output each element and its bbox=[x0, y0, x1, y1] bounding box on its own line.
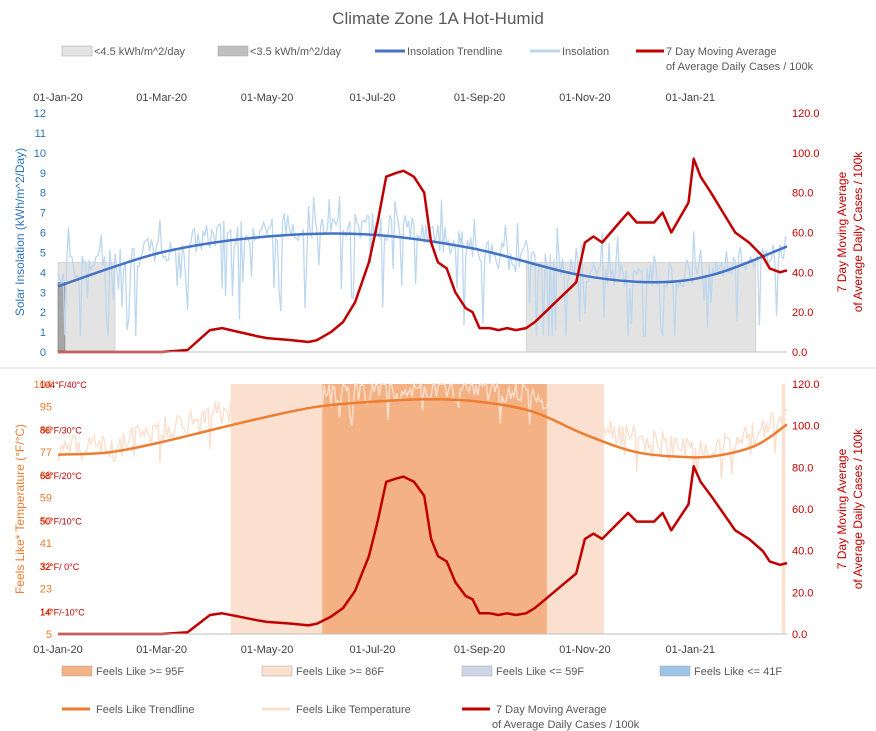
legend-b-label-5: Feels Like Temperature bbox=[296, 704, 411, 716]
y2-tick-bottom-2: 40.0 bbox=[792, 546, 813, 558]
legend-label-1: <3.5 kWh/m^2/day bbox=[250, 46, 342, 58]
x-tick-top-4: 01-Sep-20 bbox=[454, 92, 505, 104]
y-tick-bottom-6: 59 bbox=[40, 493, 52, 505]
legend-b-label-4: Feels Like Trendline bbox=[96, 704, 194, 716]
y-celsius-label-5: 14°F/-10°C bbox=[40, 607, 85, 617]
y2-tick-bottom-6: 120.0 bbox=[792, 379, 820, 391]
x-tick-top-5: 01-Nov-20 bbox=[559, 92, 610, 104]
legend-b-label-0: Feels Like >= 95F bbox=[96, 666, 184, 678]
insolation-series bbox=[57, 196, 788, 337]
legend-b-swatch-1 bbox=[261, 665, 293, 677]
y-tick-top-9: 9 bbox=[40, 168, 46, 180]
region-ge95-0 bbox=[322, 384, 547, 634]
feels-like-trendline bbox=[57, 397, 788, 459]
chart-title: Climate Zone 1A Hot-Humid bbox=[332, 9, 544, 28]
y2-tick-bottom-0: 0.0 bbox=[792, 629, 807, 641]
y-celsius-label-4: 32°F/ 0°C bbox=[40, 562, 80, 572]
x-tick-top-2: 01-May-20 bbox=[241, 92, 294, 104]
x-tick-bottom-5: 01-Nov-20 bbox=[559, 644, 610, 656]
legend-b-swatch-3 bbox=[659, 665, 691, 677]
x-tick-bottom-6: 01-Jan-21 bbox=[665, 644, 715, 656]
y2-axis-title-bottom-1: 7 Day Moving Average bbox=[835, 448, 849, 569]
y-tick-top-3: 3 bbox=[40, 287, 46, 299]
y-tick-bottom-3: 32 bbox=[40, 561, 52, 573]
x-tick-bottom-4: 01-Sep-20 bbox=[454, 644, 505, 656]
y-axis-title-top: Solar Insolation (kWh/m^2/Day) bbox=[13, 148, 27, 316]
x-tick-top-0: 01-Jan-20 bbox=[33, 92, 83, 104]
y-tick-top-0: 0 bbox=[40, 347, 46, 359]
y2-tick-top-6: 120.0 bbox=[792, 108, 820, 120]
y-celsius-label-0: 104°F/40°C bbox=[40, 380, 87, 390]
y-tick-top-5: 5 bbox=[40, 247, 46, 259]
y-tick-bottom-1: 14 bbox=[40, 606, 52, 618]
y-tick-bottom-11: 104 bbox=[34, 379, 52, 391]
legend-b-label-1: Feels Like >= 86F bbox=[296, 666, 384, 678]
y-celsius-label-2: 68°F/20°C bbox=[40, 471, 82, 481]
x-tick-bottom-1: 01-Mar-20 bbox=[136, 644, 187, 656]
y-tick-bottom-4: 41 bbox=[40, 538, 52, 550]
legend-b-label2-6: of Average Daily Cases / 100k bbox=[492, 719, 640, 731]
y-tick-top-12: 12 bbox=[34, 108, 46, 120]
y-tick-bottom-5: 50 bbox=[40, 515, 52, 527]
cases-series-top bbox=[58, 157, 788, 354]
legend-b-label-6: 7 Day Moving Average bbox=[496, 704, 606, 716]
legend-b-swatch-2 bbox=[461, 665, 493, 677]
cases-series-bottom bbox=[58, 465, 788, 636]
y-tick-top-1: 1 bbox=[40, 327, 46, 339]
y-axis-title-bottom: Feels Like* Temperature (°F/°C) bbox=[13, 424, 27, 594]
insolation-trendline bbox=[57, 232, 788, 288]
y2-tick-top-3: 60.0 bbox=[792, 228, 813, 240]
x-tick-top-3: 01-Jul-20 bbox=[349, 92, 395, 104]
y2-axis-title-bottom-2: of Average Daily Cases / 100k bbox=[851, 428, 865, 590]
y2-tick-bottom-4: 80.0 bbox=[792, 462, 813, 474]
y-tick-bottom-0: 5 bbox=[46, 629, 52, 641]
legend-label-2: Insolation Trendline bbox=[407, 46, 502, 58]
y2-tick-top-1: 20.0 bbox=[792, 307, 813, 319]
y-tick-top-7: 7 bbox=[40, 208, 46, 220]
x-tick-top-1: 01-Mar-20 bbox=[136, 92, 187, 104]
y2-tick-bottom-5: 100.0 bbox=[792, 421, 820, 433]
legend-label2-4: of Average Daily Cases / 100k bbox=[666, 61, 814, 73]
x-tick-bottom-3: 01-Jul-20 bbox=[349, 644, 395, 656]
y2-axis-title-top-1: 7 Day Moving Average bbox=[835, 171, 849, 292]
y2-tick-top-2: 40.0 bbox=[792, 267, 813, 279]
x-tick-bottom-2: 01-May-20 bbox=[241, 644, 294, 656]
y2-axis-title-top-2: of Average Daily Cases / 100k bbox=[851, 151, 865, 313]
y2-tick-top-4: 80.0 bbox=[792, 188, 813, 200]
top-legend: <4.5 kWh/m^2/day <3.5 kWh/m^2/day Insolati… bbox=[61, 45, 814, 73]
top-chart: 01234567891011120.020.040.060.080.0100.0… bbox=[13, 92, 865, 359]
y-tick-top-2: 2 bbox=[40, 307, 46, 319]
y-celsius-label-1: 86°F/30°C bbox=[40, 425, 82, 435]
region-ge86-1 bbox=[781, 384, 786, 634]
y2-tick-top-5: 100.0 bbox=[792, 148, 820, 160]
y-tick-top-8: 8 bbox=[40, 188, 46, 200]
bottom-legend: Feels Like >= 95F Feels Like >= 86F Feels … bbox=[61, 665, 782, 731]
legend-label-0: <4.5 kWh/m^2/day bbox=[94, 46, 186, 58]
y-tick-top-11: 11 bbox=[35, 128, 46, 140]
y-tick-bottom-7: 68 bbox=[40, 470, 52, 482]
legend-label-4: 7 Day Moving Average bbox=[666, 46, 776, 58]
legend-swatch-1 bbox=[217, 45, 249, 57]
y-tick-bottom-8: 77 bbox=[40, 447, 52, 459]
y2-tick-bottom-3: 60.0 bbox=[792, 504, 813, 516]
y-tick-bottom-9: 86 bbox=[40, 424, 52, 436]
y-tick-top-10: 10 bbox=[34, 148, 46, 160]
y-tick-bottom-2: 23 bbox=[40, 584, 52, 596]
y-tick-bottom-10: 95 bbox=[40, 402, 52, 414]
y-tick-top-4: 4 bbox=[40, 267, 46, 279]
y-tick-top-6: 6 bbox=[40, 228, 46, 240]
legend-b-label-2: Feels Like <= 59F bbox=[496, 666, 584, 678]
legend-b-label-3: Feels Like <= 41F bbox=[694, 666, 782, 678]
feels-like-series bbox=[57, 381, 788, 479]
y-celsius-label-3: 50°F/10°C bbox=[40, 516, 82, 526]
y2-tick-bottom-1: 20.0 bbox=[792, 587, 813, 599]
legend-b-swatch-0 bbox=[61, 665, 93, 677]
x-tick-bottom-0: 01-Jan-20 bbox=[33, 644, 83, 656]
legend-label-3: Insolation bbox=[562, 46, 609, 58]
x-tick-top-6: 01-Jan-21 bbox=[665, 92, 715, 104]
y2-tick-top-0: 0.0 bbox=[792, 347, 807, 359]
legend-swatch-0 bbox=[61, 45, 93, 57]
